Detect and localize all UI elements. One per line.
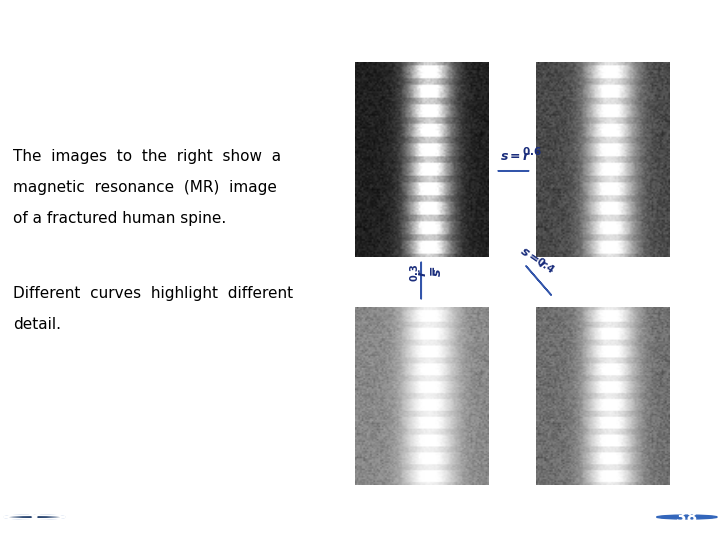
Text: Different  curves  highlight  different: Different curves highlight different — [13, 286, 293, 301]
Text: $\mathbf{0.6}$: $\mathbf{0.6}$ — [522, 145, 542, 157]
Text: $\bfit{s}$: $\bfit{s}$ — [431, 268, 444, 277]
Text: $\bfit{=}$: $\bfit{=}$ — [425, 266, 438, 280]
Circle shape — [657, 515, 717, 519]
Text: $\bfit{s}=\bfit{r}$: $\bfit{s}=\bfit{r}$ — [500, 150, 532, 163]
Text: of a fractured human spine.: of a fractured human spine. — [13, 211, 226, 226]
FancyArrowPatch shape — [526, 266, 551, 295]
Circle shape — [4, 515, 65, 519]
Text: $\mathbf{0.3}$: $\mathbf{0.3}$ — [408, 264, 420, 282]
Text: Power law example 1 (cont …): Power law example 1 (cont …) — [12, 18, 367, 38]
Text: $\bfit{r}$: $\bfit{r}$ — [416, 268, 429, 277]
Text: 38: 38 — [676, 510, 698, 524]
Text: magnetic  resonance  (MR)  image: magnetic resonance (MR) image — [13, 180, 276, 195]
Circle shape — [7, 515, 62, 519]
Text: Digital Image Processing – Department of Biosystems Engineering – University of : Digital Image Processing – Department of… — [168, 505, 552, 515]
Text: http://agri.uok.ac.ir/kmollazade: http://agri.uok.ac.ir/kmollazade — [294, 523, 426, 532]
Text: detail.: detail. — [13, 317, 61, 332]
Text: The  images  to  the  right  show  a: The images to the right show a — [13, 148, 281, 164]
Text: $\mathbf{0.4}$: $\mathbf{0.4}$ — [534, 254, 557, 275]
Text: $\bfit{s}=\bfit{r}$: $\bfit{s}=\bfit{r}$ — [517, 244, 550, 273]
